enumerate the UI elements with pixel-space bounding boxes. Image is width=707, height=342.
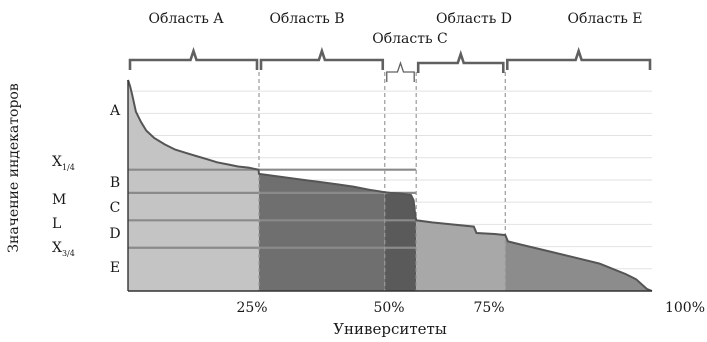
region-brace-1 [128,46,259,70]
x-tick-label-1: 25% [236,300,267,316]
level-marker-2: M [52,192,66,208]
region-areas [128,80,652,291]
level-marker-sub: 1/4 [62,163,75,172]
region-area-1 [128,80,259,291]
region-letter-c: C [110,200,121,216]
x-tick-label-4: 100% [665,300,705,316]
region-dividers [258,72,506,291]
region-brace-4 [416,49,505,73]
region-label-5: Область E [567,11,642,27]
region-label-3: Область C [372,31,448,47]
level-marker-main: M [52,192,66,208]
level-marker-main: L [52,216,61,232]
region-area-3 [384,192,417,291]
level-marker-main: X [52,240,62,256]
level-lines [128,168,417,249]
region-area-2 [259,173,385,291]
region-brace-3 [386,60,415,82]
level-marker-main: X [52,154,62,170]
region-label-4: Область D [436,11,512,27]
region-label-1: Область A [149,11,225,27]
region-letter-a: A [109,103,121,119]
axes [127,80,652,292]
x-tick-label-2: 50% [373,300,404,316]
level-marker-3: L [52,216,61,232]
region-area-5 [505,235,652,291]
region-brace-5 [505,46,652,70]
x-axis-label: Университеты [333,320,447,338]
region-braces [128,46,652,82]
region-brace-2 [259,46,385,70]
indicator-curve [127,79,653,292]
region-letter-e: E [110,260,120,276]
level-marker-4: X3/4 [52,240,75,258]
region-letter-b: B [110,175,120,191]
region-label-2: Область B [269,11,344,27]
x-tick-labels: 25% 50% 75% 100% [236,300,705,316]
level-marker-sub: 3/4 [62,249,75,258]
level-marker-1: X1/4 [52,154,75,172]
y-axis-label: Значение индекаторов [6,83,22,253]
x-tick-label-3: 75% [473,300,504,316]
region-area-4 [416,220,506,291]
region-labels: Область A Область B Область C Область D Обла… [149,11,643,47]
region-letter-d: D [109,226,120,242]
